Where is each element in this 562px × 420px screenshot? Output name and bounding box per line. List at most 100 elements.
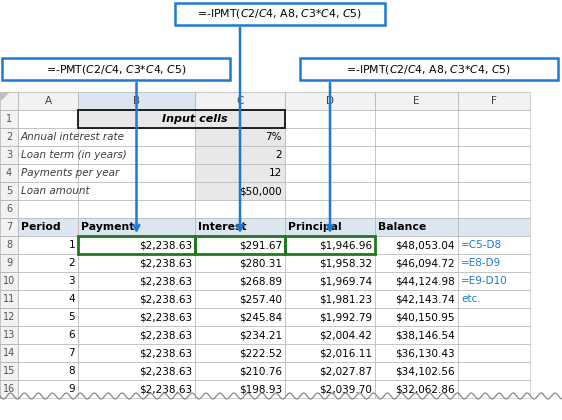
Bar bbox=[18, 290, 78, 308]
Bar bbox=[285, 164, 375, 182]
Bar bbox=[375, 218, 458, 236]
Text: $2,016.11: $2,016.11 bbox=[319, 348, 372, 358]
Bar bbox=[0, 110, 18, 128]
Bar bbox=[195, 146, 285, 164]
Bar bbox=[0, 272, 18, 290]
Bar bbox=[285, 146, 375, 164]
Bar bbox=[0, 146, 18, 164]
Bar bbox=[285, 128, 375, 146]
Bar bbox=[0, 344, 18, 362]
Bar bbox=[18, 326, 78, 344]
Text: Payments per year: Payments per year bbox=[21, 168, 119, 178]
Bar bbox=[375, 200, 458, 218]
Bar bbox=[195, 164, 285, 182]
Bar bbox=[375, 182, 458, 200]
Bar bbox=[18, 110, 78, 128]
Bar bbox=[375, 128, 458, 146]
Bar bbox=[195, 128, 285, 146]
Bar bbox=[18, 146, 195, 164]
Bar bbox=[458, 272, 530, 290]
Bar bbox=[458, 326, 530, 344]
Bar bbox=[195, 254, 285, 272]
Bar bbox=[195, 110, 285, 128]
Bar bbox=[0, 200, 18, 218]
Bar bbox=[285, 236, 375, 254]
Text: $291.67: $291.67 bbox=[239, 240, 282, 250]
Text: $1,969.74: $1,969.74 bbox=[319, 276, 372, 286]
Bar bbox=[0, 254, 18, 272]
Bar bbox=[78, 164, 195, 182]
Bar bbox=[0, 236, 18, 254]
Text: $280.31: $280.31 bbox=[239, 258, 282, 268]
Bar bbox=[78, 128, 195, 146]
Bar bbox=[375, 146, 458, 164]
Bar bbox=[285, 290, 375, 308]
Bar bbox=[0, 164, 18, 182]
Bar bbox=[285, 362, 375, 380]
Bar bbox=[0, 236, 18, 254]
Bar bbox=[195, 326, 285, 344]
Text: 7: 7 bbox=[6, 222, 12, 232]
Bar bbox=[0, 236, 18, 254]
Bar bbox=[195, 362, 285, 380]
Bar bbox=[18, 110, 78, 128]
Bar bbox=[195, 344, 285, 362]
Bar bbox=[195, 236, 285, 254]
Bar bbox=[458, 308, 530, 326]
Bar bbox=[0, 218, 18, 236]
Bar bbox=[78, 272, 195, 290]
Bar bbox=[458, 290, 530, 308]
Text: $2,238.63: $2,238.63 bbox=[139, 312, 192, 322]
Bar bbox=[375, 254, 458, 272]
Bar bbox=[375, 128, 458, 146]
Bar bbox=[375, 200, 458, 218]
Text: 4: 4 bbox=[69, 294, 75, 304]
Bar bbox=[458, 326, 530, 344]
Bar bbox=[195, 164, 285, 182]
Bar bbox=[78, 236, 195, 254]
Bar bbox=[0, 290, 18, 308]
Bar bbox=[458, 92, 530, 110]
Bar bbox=[458, 128, 530, 146]
Bar bbox=[195, 362, 285, 380]
Bar bbox=[0, 308, 18, 326]
Bar bbox=[285, 308, 375, 326]
Bar bbox=[78, 362, 195, 380]
Bar bbox=[0, 290, 18, 308]
Bar bbox=[0, 290, 18, 308]
Bar bbox=[285, 380, 375, 398]
Text: 9: 9 bbox=[6, 258, 12, 268]
Bar bbox=[0, 344, 18, 362]
Text: 4: 4 bbox=[6, 168, 12, 178]
Text: =-PMT($C$2/$C$4, $C$3*$C$4, $C$5): =-PMT($C$2/$C$4, $C$3*$C$4, $C$5) bbox=[46, 63, 187, 76]
Bar bbox=[0, 362, 18, 380]
Bar bbox=[78, 326, 195, 344]
Bar bbox=[195, 182, 285, 200]
Text: $2,238.63: $2,238.63 bbox=[139, 348, 192, 358]
Text: $2,238.63: $2,238.63 bbox=[139, 258, 192, 268]
Bar bbox=[78, 218, 195, 236]
Bar bbox=[375, 92, 458, 110]
Bar bbox=[195, 164, 285, 182]
Text: 12: 12 bbox=[3, 312, 15, 322]
Bar bbox=[18, 146, 78, 164]
Bar bbox=[195, 308, 285, 326]
Text: 10: 10 bbox=[3, 276, 15, 286]
Text: 9: 9 bbox=[69, 384, 75, 394]
Bar bbox=[0, 272, 18, 290]
Bar bbox=[78, 110, 195, 128]
Bar bbox=[78, 110, 195, 128]
Bar bbox=[375, 254, 458, 272]
Bar bbox=[0, 380, 18, 398]
Bar bbox=[375, 110, 458, 128]
Bar bbox=[78, 236, 195, 254]
Bar bbox=[0, 362, 18, 380]
Bar bbox=[78, 128, 195, 146]
Bar bbox=[195, 200, 285, 218]
Bar bbox=[375, 326, 458, 344]
Bar bbox=[18, 218, 78, 236]
Bar bbox=[0, 92, 18, 110]
Bar bbox=[0, 128, 18, 146]
Bar bbox=[458, 236, 530, 254]
Bar bbox=[78, 308, 195, 326]
